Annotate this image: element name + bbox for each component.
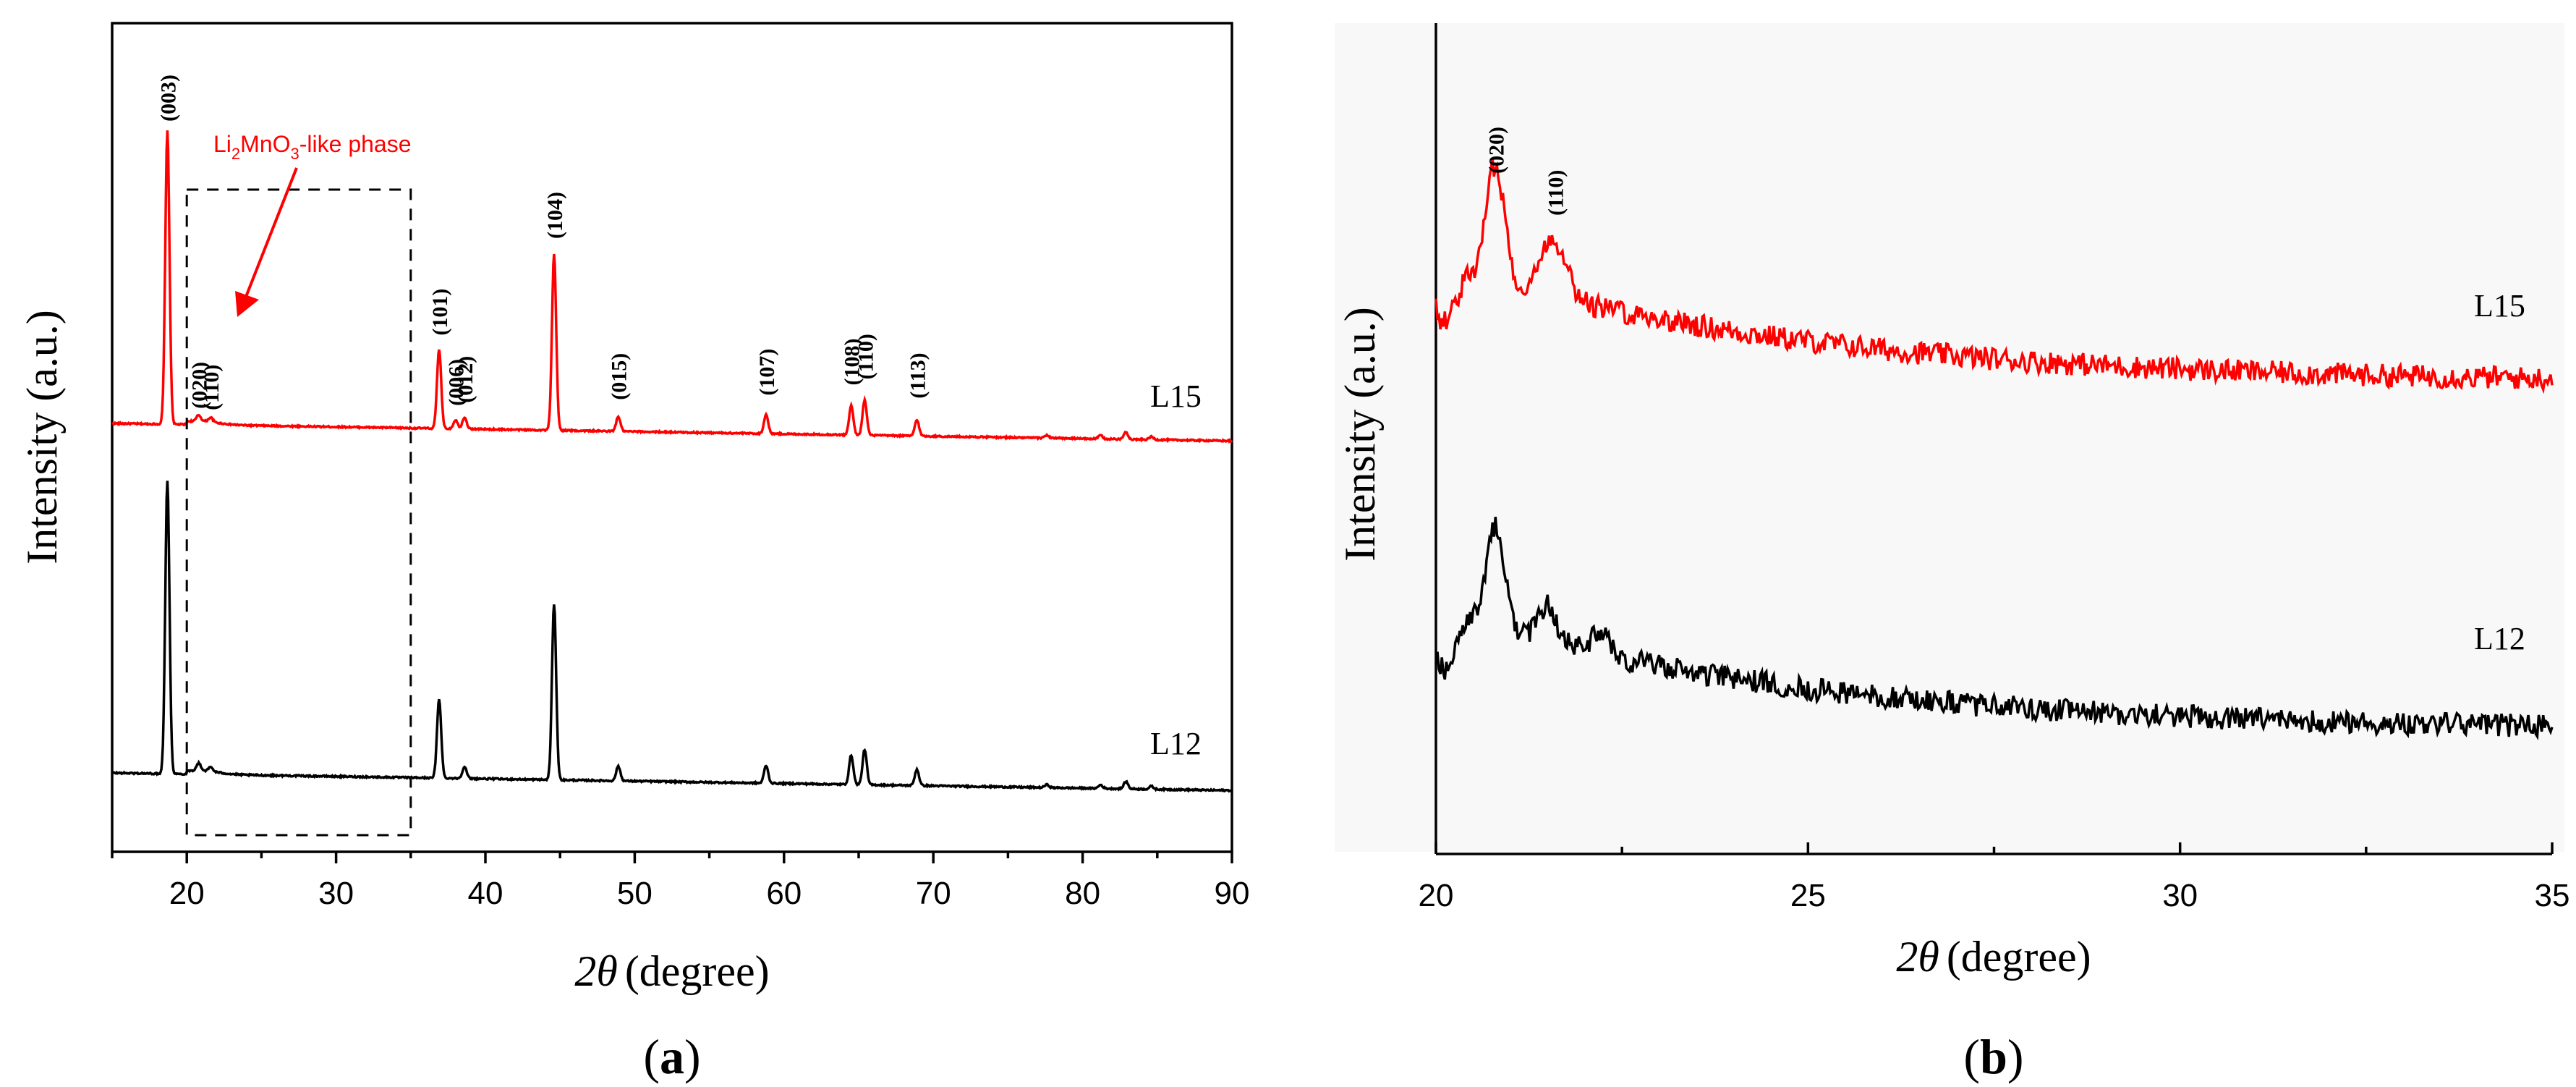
panel-a-x-tick-label: 90	[1215, 876, 1250, 911]
panel-a-peak-label: (108)	[841, 339, 864, 386]
panel-a-line-l15	[111, 130, 1233, 444]
panel-a-series-label-l15: L15	[1150, 378, 1202, 414]
panel-b-x-axis-title: 2θ (degree)	[1896, 933, 2091, 981]
panel-a-y-axis-title: Intensity (a.u.)	[18, 310, 66, 564]
panel-b-line-l12	[1434, 517, 2554, 741]
panel-b-peak-label: (020)	[1484, 127, 1508, 174]
panel-a-peak-label: (110)	[854, 334, 877, 379]
panel-a-peak-label: (113)	[906, 352, 930, 398]
panel-b-x-tick-label: 20	[1419, 878, 1454, 913]
panel-a-peak-label: (006)	[445, 359, 469, 406]
panel-a-x-axis-title: 2θ (degree)	[574, 947, 769, 995]
panel-a-peak-label: (012)	[454, 356, 477, 403]
panel-b: 20 25 30 35 (020) (110) L15 L12 2θ (degree) I…	[1335, 23, 2569, 1084]
annotation-arrow	[245, 167, 298, 297]
panel-a-x-tick-label: 20	[169, 876, 205, 911]
panel-a-peak-label: (107)	[755, 349, 779, 396]
panel-a-peak-labels: (003)(020)(110)(101)(006)(012)(104)(015)…	[156, 75, 930, 410]
panel-a-peak-label: (003)	[156, 75, 180, 122]
panel-b-peak-labels: (020) (110)	[1484, 127, 1568, 216]
panel-a: 20 30 40 50 60 70 80 90 (003)(020)(110)(101)(00…	[18, 22, 1250, 1084]
panel-b-series-label-l12: L12	[2474, 621, 2525, 656]
panel-a-line-l12	[112, 481, 1233, 793]
li2mno3-dashed-box	[185, 188, 412, 837]
panel-a-x-tick-label: 60	[766, 876, 802, 911]
panel-a-lines	[111, 130, 1233, 793]
panel-b-peak-label: (110)	[1544, 170, 1568, 216]
panel-a-peak-label: (110)	[200, 365, 224, 410]
panel-a-frame	[111, 22, 1233, 853]
panel-b-label: (b)	[1963, 1029, 2023, 1084]
panel-b-lines	[1434, 157, 2554, 741]
panel-b-series-label-l15: L15	[2474, 288, 2525, 323]
panel-a-x-tick-label: 30	[318, 876, 354, 911]
panel-b-x-ticks: 20 25 30 35	[1419, 842, 2570, 913]
panel-a-peak-label: (015)	[608, 353, 632, 400]
panel-a-x-tick-label: 40	[468, 876, 503, 911]
panel-b-x-tick-label: 35	[2535, 878, 2570, 913]
panel-b-x-tick-label: 25	[1790, 878, 1826, 913]
panel-b-y-axis-title: Intensity (a.u.)	[1336, 307, 1384, 562]
annotation-arrowhead	[235, 291, 259, 317]
panel-b-background	[1335, 23, 2564, 852]
panel-a-peak-label: (101)	[428, 289, 452, 336]
panel-a-peak-label: (104)	[543, 192, 567, 239]
panel-a-label: (a)	[643, 1029, 700, 1084]
panel-a-x-tick-label: 50	[617, 876, 652, 911]
panel-a-peak-label: (020)	[188, 362, 212, 409]
panel-a-series-label-l12: L12	[1150, 726, 1202, 761]
panel-a-x-tick-label: 70	[916, 876, 951, 911]
panel-a-x-tick-label: 80	[1065, 876, 1100, 911]
panel-a-x-ticks: 20 30 40 50 60 70 80 90	[111, 852, 1250, 911]
li2mno3-annotation: Li2MnO3-like phase	[213, 131, 412, 163]
panel-b-x-tick-label: 30	[2162, 878, 2198, 913]
panel-b-line-l15	[1434, 157, 2554, 394]
